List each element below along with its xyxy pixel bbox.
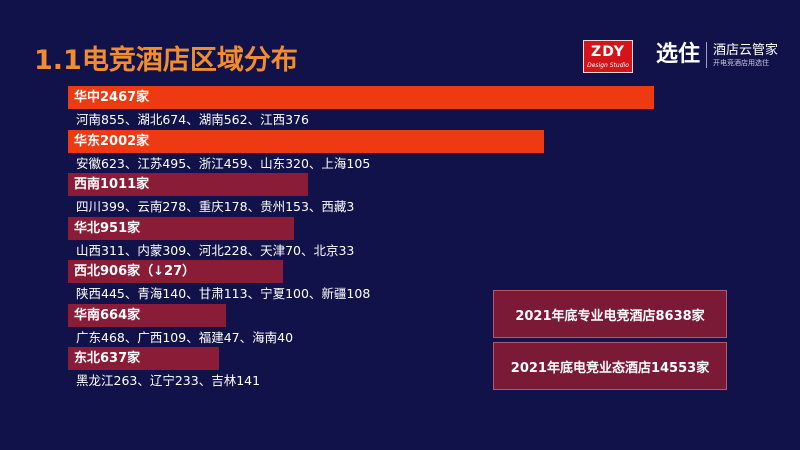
brand-logo: 选住 酒店云管家 开电竞酒店用选住 [656, 40, 778, 70]
zdy-logo: ZDY Design Studio [583, 40, 633, 73]
bar-5 [68, 303, 226, 327]
bar-3 [68, 216, 294, 240]
bar-detail-0: 河南855、湖北674、湖南562、江西376 [76, 112, 309, 127]
bar-detail-2: 四川399、云南278、重庆178、贵州153、西藏3 [76, 199, 355, 214]
summary-professional-text: 2021年底专业电竞酒店8638家 [515, 308, 705, 324]
bar-detail-1: 安徽623、江苏495、浙江459、山东320、上海105 [76, 155, 371, 171]
bar-detail-5: 广东468、广西109、福建47、海南40 [76, 329, 294, 345]
bar-4 [68, 260, 283, 283]
summary-professional-box: 2021年底专业电竞酒店8638家 [493, 290, 727, 338]
bar-1 [68, 129, 544, 153]
bar-label-3: 华北951家 [74, 220, 141, 236]
bar-label-1: 华东2002家 [74, 133, 150, 149]
brand-logo-tagline: 酒店云管家 开电竞酒店用选住 [713, 43, 778, 68]
bar-2 [68, 173, 308, 196]
bar-6 [68, 347, 219, 370]
bar-detail-4: 陕西445、青海140、甘肃113、宁夏100、新疆108 [76, 286, 371, 301]
bar-detail-6: 黑龙江263、辽宁233、吉林141 [76, 373, 261, 388]
bar-detail-3: 山西311、内蒙309、河北228、天津70、北京33 [76, 242, 355, 258]
bar-label-6: 东北637家 [74, 351, 141, 366]
bar-label-4: 西北906家（↓27） [74, 264, 196, 279]
zdy-logo-main: ZDY [591, 44, 625, 60]
brand-logo-line2: 开电竞酒店用选住 [713, 58, 770, 67]
summary-business-box: 2021年底电竞业态酒店14553家 [493, 342, 727, 390]
brand-logo-line1: 酒店云管家 [713, 42, 779, 58]
bar-0 [68, 86, 654, 109]
bar-label-5: 华南664家 [74, 307, 141, 323]
zdy-logo-sub: Design Studio [587, 62, 629, 69]
brand-logo-name: 选住 [656, 42, 701, 67]
bar-label-2: 西南1011家 [74, 177, 150, 192]
bar-label-0: 华中2467家 [74, 90, 150, 105]
brand-logo-divider [706, 42, 708, 68]
summary-business-text: 2021年底电竞业态酒店14553家 [510, 360, 710, 376]
page-title: 1.1电竞酒店区域分布 [34, 45, 298, 76]
